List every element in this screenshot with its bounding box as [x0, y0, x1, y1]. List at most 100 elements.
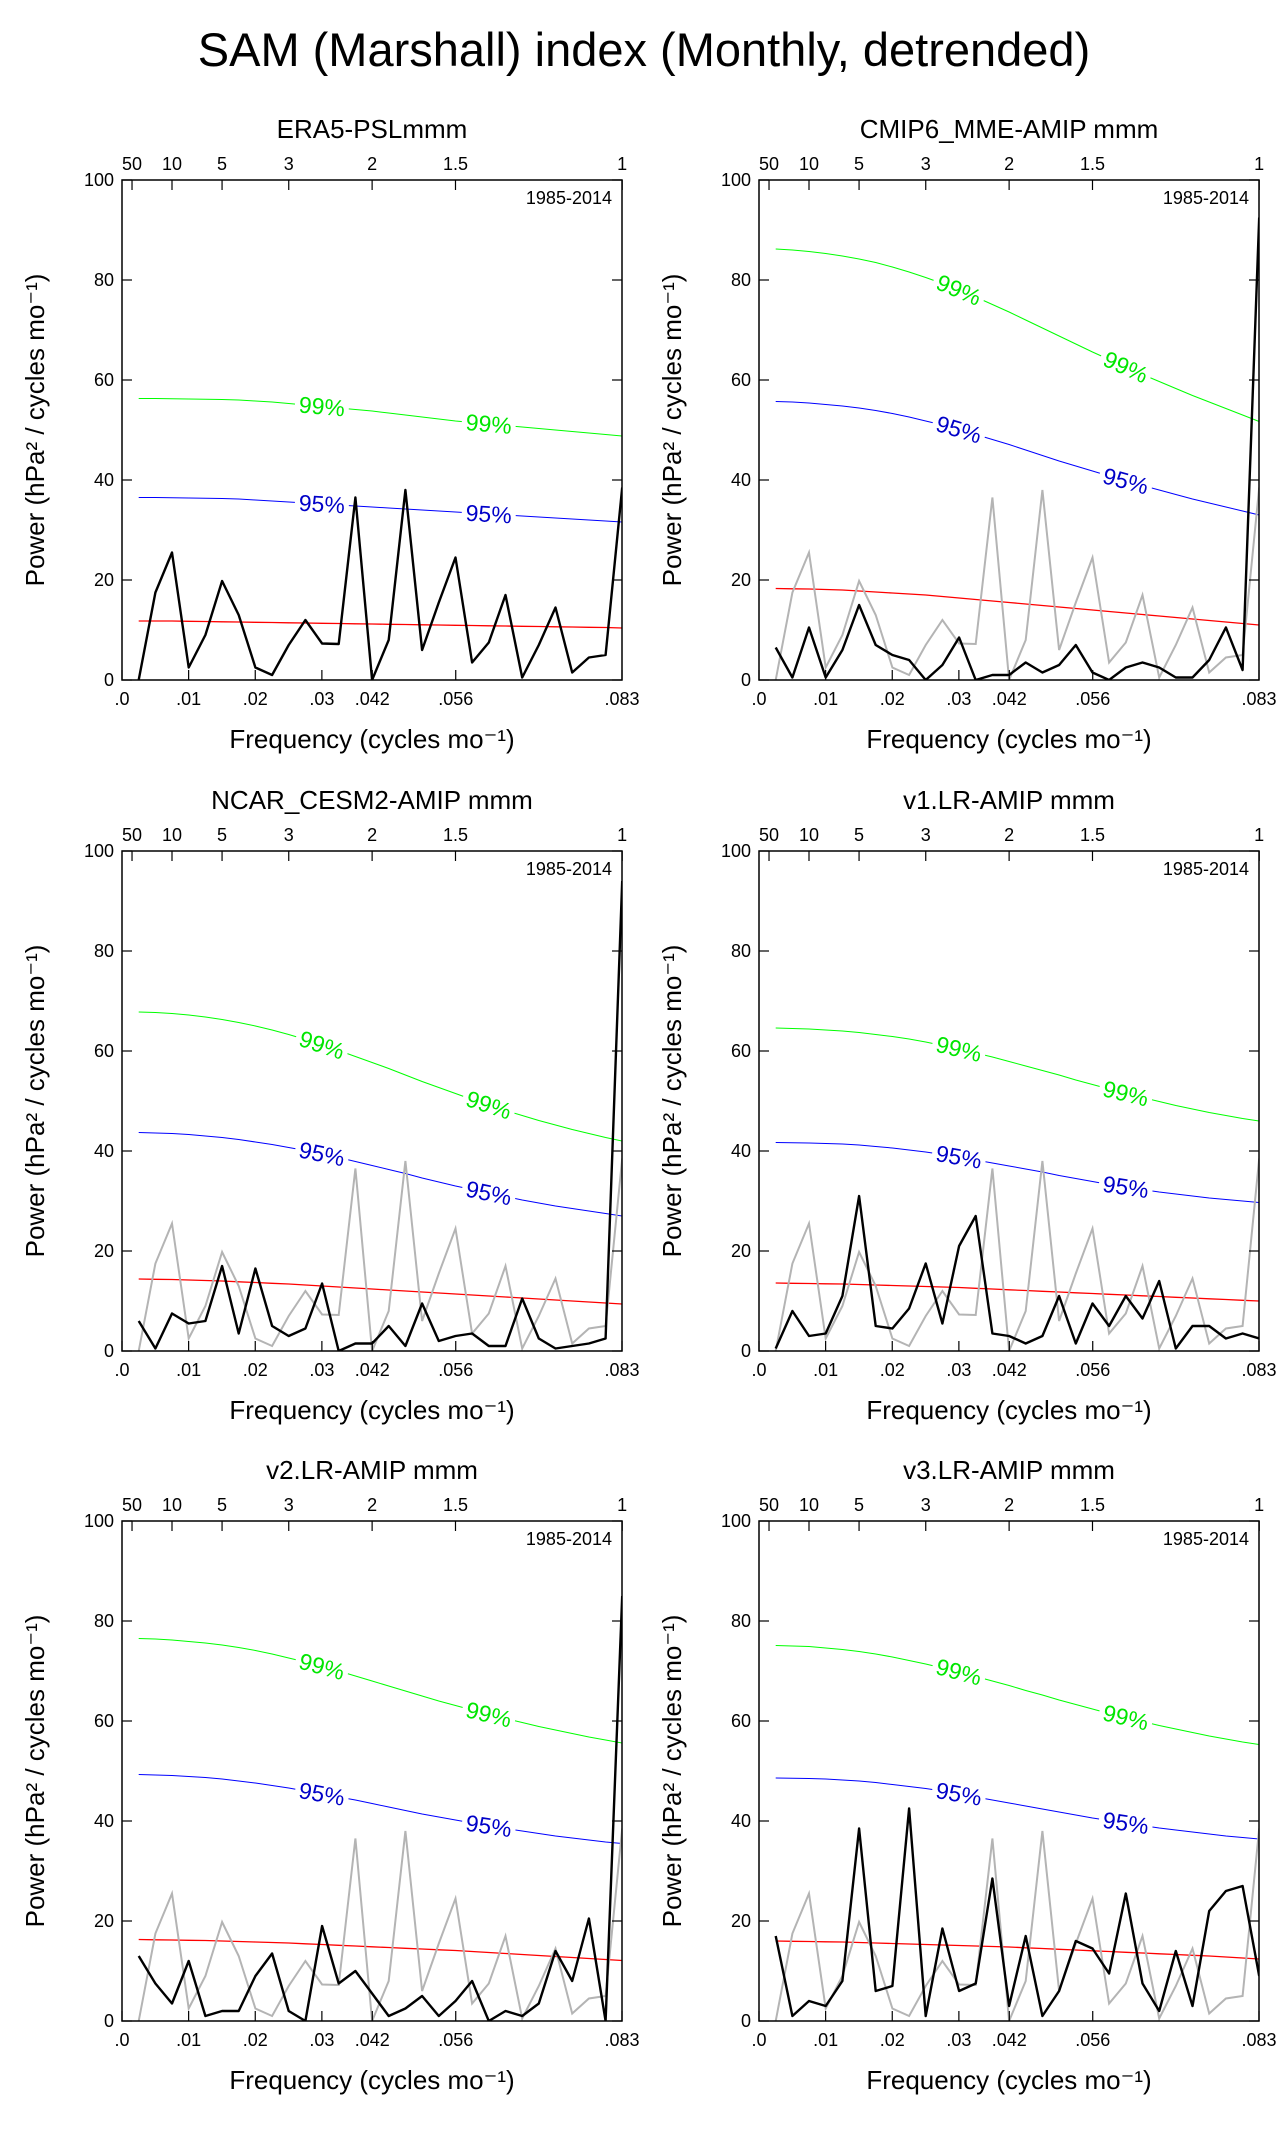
ci99-label-bg: [1096, 1699, 1155, 1736]
reference-spectrum-line: [137, 1828, 622, 2021]
panel-title: NCAR_CESM2-AMIP mmm: [211, 785, 533, 815]
ci95-label: 95%: [464, 1810, 513, 1843]
ci99-label-bg: [292, 1647, 352, 1686]
plot-frame: [758, 850, 1260, 1352]
y-tick-label: 40: [94, 470, 114, 490]
spectrum-line: [774, 1194, 1259, 1350]
ci99-label-bg: [459, 1085, 519, 1125]
ci99-label: 99%: [465, 409, 513, 439]
top-tick-label: 2: [1004, 1495, 1014, 1515]
top-tick-label: 50: [122, 154, 142, 174]
plot-frame: [121, 850, 623, 1352]
red-noise-line: [138, 1278, 622, 1305]
top-tick-label: 3: [921, 154, 931, 174]
top-tick-label: 1: [617, 1495, 627, 1515]
y-axis-label: Power (hPa² / cycles mo⁻¹): [20, 274, 50, 587]
x-tick-label: .0: [751, 689, 766, 709]
reference-spectrum-line: [774, 487, 1259, 680]
ci95-label: 95%: [933, 410, 985, 448]
top-tick-label: 1.5: [1080, 1495, 1105, 1515]
x-tick-label: .056: [1075, 2030, 1110, 2050]
ci99-label-bg: [929, 1653, 989, 1691]
panel-title: CMIP6_MME-AMIP mmm: [860, 114, 1159, 144]
x-tick-label: .042: [355, 1360, 390, 1380]
top-tick-label: 1: [1254, 1495, 1264, 1515]
plot-area: [137, 880, 622, 1351]
figure-title: SAM (Marshall) index (Monthly, detrended…: [198, 23, 1090, 76]
top-tick-label: 1: [1254, 154, 1264, 174]
top-tick-label: 1.5: [1080, 154, 1105, 174]
top-tick-label: 5: [854, 1495, 864, 1515]
top-tick-label: 1.5: [1080, 825, 1105, 845]
y-tick-label: 0: [741, 1341, 751, 1361]
spectrum-line: [774, 1807, 1259, 2018]
top-tick-label: 50: [759, 825, 779, 845]
spectrum-line: [774, 217, 1259, 680]
y-tick-label: 40: [94, 1811, 114, 1831]
ci99-label: 99%: [933, 1653, 984, 1690]
panel-title: v1.LR-AMIP mmm: [903, 785, 1115, 815]
top-tick-label: 5: [217, 1495, 227, 1515]
ci99-line: [138, 1011, 622, 1142]
y-tick-label: 80: [94, 1611, 114, 1631]
x-tick-label: .056: [1075, 1360, 1110, 1380]
x-tick-label: .03: [946, 2030, 971, 2050]
period-label: 1985-2014: [526, 188, 612, 208]
x-tick-label: .042: [992, 2030, 1027, 2050]
x-tick-label: .0: [751, 1360, 766, 1380]
period-label: 1985-2014: [1163, 1529, 1249, 1549]
y-tick-label: 80: [731, 941, 751, 961]
x-tick-label: .0: [114, 689, 129, 709]
ci95-label: 95%: [298, 490, 346, 519]
plot-frame: [121, 179, 623, 681]
top-tick-label: 10: [799, 825, 819, 845]
panel-title: ERA5-PSLmmm: [277, 114, 468, 144]
x-tick-label: .042: [992, 689, 1027, 709]
ci99-label: 99%: [933, 269, 986, 311]
y-tick-label: 60: [94, 1711, 114, 1731]
y-tick-label: 20: [94, 1911, 114, 1931]
x-tick-label: .042: [992, 1360, 1027, 1380]
x-tick-label: .0: [114, 2030, 129, 2050]
top-tick-label: 10: [162, 1495, 182, 1515]
ci95-line: [775, 1142, 1259, 1203]
y-tick-label: 60: [731, 1041, 751, 1061]
ci95-label: 95%: [934, 1777, 984, 1811]
ci95-line: [138, 1132, 622, 1217]
ci99-label-bg: [929, 1030, 988, 1067]
ci95-label: 95%: [297, 1136, 347, 1171]
top-tick-label: 3: [284, 154, 294, 174]
ci99-label-bg: [292, 1025, 352, 1065]
chart-panel-1: ERA5-PSLmmm 99% 99% 95% 95% 1985-2014 0 20 40 60 8…: [20, 114, 640, 754]
x-tick-label: .01: [813, 2030, 838, 2050]
y-tick-label: 40: [731, 1141, 751, 1161]
x-tick-label: .02: [880, 689, 905, 709]
top-tick-label: 3: [921, 825, 931, 845]
ci99-label-bg: [929, 268, 989, 312]
ci95-label: 95%: [465, 500, 513, 529]
ci95-label-bg: [459, 1175, 518, 1211]
y-tick-label: 80: [731, 270, 751, 290]
x-tick-label: .01: [813, 1360, 838, 1380]
x-tick-label: .02: [880, 2030, 905, 2050]
y-tick-label: 20: [731, 1911, 751, 1931]
y-axis-label: Power (hPa² / cycles mo⁻¹): [20, 945, 50, 1258]
period-label: 1985-2014: [526, 1529, 612, 1549]
top-tick-label: 1: [617, 825, 627, 845]
x-axis-label: Frequency (cycles mo⁻¹): [866, 2065, 1151, 2095]
plot-frame: [121, 1520, 623, 2022]
x-tick-label: .0: [114, 1360, 129, 1380]
ci99-label: 99%: [298, 391, 346, 421]
red-noise-line: [138, 1938, 622, 1962]
ci99-label: 99%: [1100, 1699, 1151, 1735]
y-axis-label: Power (hPa² / cycles mo⁻¹): [657, 945, 687, 1258]
y-axis-label: Power (hPa² / cycles mo⁻¹): [657, 1615, 687, 1928]
ci95-label-bg: [930, 1777, 988, 1811]
x-tick-label: .083: [1241, 2030, 1276, 2050]
ci95-label: 95%: [1101, 1807, 1150, 1840]
x-tick-label: .03: [946, 689, 971, 709]
top-tick-label: 10: [799, 1495, 819, 1515]
ci99-label-bg: [1096, 344, 1156, 389]
ci99-label: 99%: [296, 1648, 347, 1685]
